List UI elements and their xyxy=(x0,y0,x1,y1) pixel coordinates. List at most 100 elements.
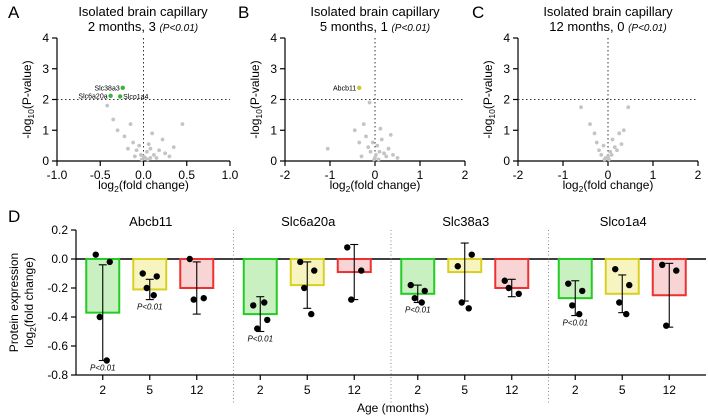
plot-title: Isolated brain capillary xyxy=(310,4,440,19)
data-point xyxy=(382,151,386,156)
replicate-point xyxy=(468,251,475,258)
x-tick-label: 1 xyxy=(650,168,657,182)
y-tick-label: 2 xyxy=(503,93,510,107)
data-point xyxy=(151,152,156,157)
x-tick-label: 1 xyxy=(417,168,424,182)
x-tick-label: 0 xyxy=(605,168,612,182)
replicate-point xyxy=(407,281,414,289)
replicate-point xyxy=(301,284,308,292)
data-point xyxy=(157,148,161,153)
y-tick-label: -0.4 xyxy=(47,310,68,324)
data-point xyxy=(602,157,607,162)
replicate-point xyxy=(418,299,425,306)
panel-letter-a: A xyxy=(8,3,20,22)
data-point xyxy=(377,149,382,154)
y-tick-label: 1 xyxy=(270,123,277,137)
protein-expression-bar-chart: 0.2 0.0 -0.2 -0.4 -0.6 -0.8 Protein expression… xyxy=(7,214,706,415)
data-point xyxy=(384,154,389,159)
data-point xyxy=(621,128,626,133)
data-point xyxy=(352,128,357,133)
replicate-point xyxy=(264,316,271,324)
replicate-point xyxy=(186,255,193,263)
y-axis-label: -log10(P-value) xyxy=(20,60,36,138)
protein-name-label: Abcb11 xyxy=(129,214,172,229)
highlighted-point-label: Abcb11 xyxy=(333,85,356,92)
y-tick-label: 4 xyxy=(503,31,510,45)
data-point xyxy=(395,156,400,160)
data-point xyxy=(374,152,378,157)
highlighted-point-label: Slc38a3 xyxy=(94,85,119,92)
data-point xyxy=(148,146,153,151)
replicate-point xyxy=(612,265,619,273)
highlighted-point xyxy=(108,93,113,99)
data-point xyxy=(597,148,601,153)
panel-letter-c: C xyxy=(472,3,484,22)
x-tick-label: 0 xyxy=(372,168,379,182)
replicate-point xyxy=(190,296,197,303)
data-point xyxy=(131,140,136,145)
y-tick-label: -0.2 xyxy=(47,281,68,295)
data-point xyxy=(610,137,615,142)
x-tick-label: -1.0 xyxy=(47,168,68,182)
data-point xyxy=(357,140,362,145)
replicate-point xyxy=(659,261,666,268)
data-point xyxy=(145,149,149,154)
highlighted-point-label: Slco1a4 xyxy=(123,94,148,101)
data-point xyxy=(154,156,159,160)
x-tick-label: 2 xyxy=(257,383,264,397)
data-point xyxy=(122,134,127,139)
data-point xyxy=(607,157,611,162)
data-point xyxy=(150,131,155,136)
data-point xyxy=(163,151,168,156)
y-tick-label: 0 xyxy=(503,154,510,168)
replicate-point xyxy=(297,258,304,266)
replicate-point xyxy=(565,280,572,287)
data-point xyxy=(626,105,631,110)
replicate-point xyxy=(505,284,512,292)
x-tick-label: 12 xyxy=(348,383,362,397)
y-axis-label: -log10(P-value) xyxy=(481,60,497,138)
y-axis-label-line2: log2(fold change) xyxy=(22,257,38,348)
x-tick-label: 5 xyxy=(461,383,468,397)
data-point xyxy=(160,137,165,142)
x-axis-label: log2(fold change) xyxy=(330,178,421,194)
replicate-point xyxy=(421,287,428,295)
x-tick-label: -2 xyxy=(513,168,524,182)
data-point xyxy=(105,103,110,108)
replicate-point xyxy=(673,267,680,274)
y-tick-label: 3 xyxy=(270,62,277,76)
data-point xyxy=(367,100,372,105)
x-tick-label: 12 xyxy=(663,383,677,397)
data-point xyxy=(619,142,624,146)
data-point xyxy=(167,154,172,159)
y-tick-label: 3 xyxy=(503,62,510,76)
x-tick-label: -1 xyxy=(325,168,336,182)
data-point xyxy=(608,149,613,154)
replicate-point xyxy=(348,296,355,303)
replicate-point xyxy=(663,322,670,329)
replicate-point xyxy=(623,310,630,318)
x-axis-label: log2(fold change) xyxy=(98,178,189,194)
replicate-point xyxy=(515,290,522,297)
data-point xyxy=(134,148,139,153)
data-point xyxy=(376,157,381,162)
data-point xyxy=(111,117,116,122)
data-point xyxy=(391,152,395,157)
data-point xyxy=(615,148,619,153)
p-value-annotation: P<0.01 xyxy=(90,364,116,373)
replicate-point xyxy=(501,277,508,284)
replicate-point xyxy=(616,299,623,306)
x-tick-label: 2 xyxy=(462,168,469,182)
x-tick-label: 2 xyxy=(572,383,579,397)
p-value-annotation: P<0.01 xyxy=(405,306,431,315)
plot-subtitle: 2 months, 3 (P<0.01) xyxy=(88,19,198,34)
plot-subtitle: 12 months, 0 (P<0.01) xyxy=(549,19,666,34)
x-tick-label: -1 xyxy=(558,168,569,182)
x-tick-label: 2 xyxy=(99,383,106,397)
highlighted-point xyxy=(120,85,125,91)
replicate-point xyxy=(254,325,261,332)
y-tick-label: 0.2 xyxy=(51,223,68,237)
replicate-point xyxy=(311,267,318,274)
y-tick-label: 4 xyxy=(270,31,277,45)
